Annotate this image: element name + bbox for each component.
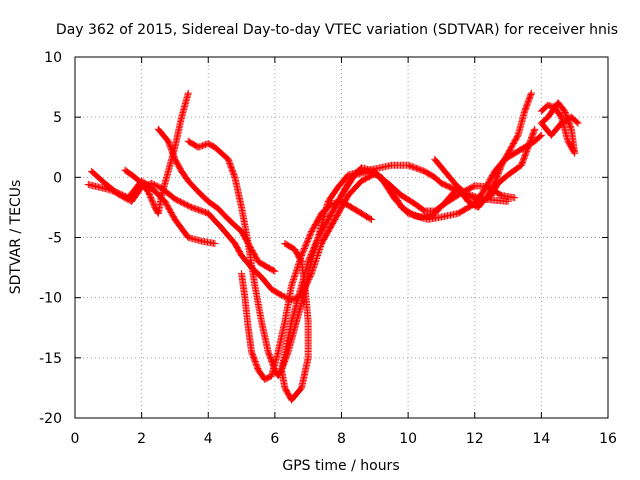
x-tick-label: 2 <box>137 431 146 447</box>
data-points <box>84 89 582 404</box>
data-point-markers <box>184 137 512 380</box>
series-track-5 <box>184 137 512 380</box>
y-tick-label: 5 <box>53 110 62 126</box>
x-tick-label: 16 <box>599 431 617 447</box>
chart-title: Day 362 of 2015, Sidereal Day-to-day VTE… <box>56 22 618 38</box>
series-track-9 <box>431 89 535 211</box>
x-axis-label: GPS time / hours <box>282 458 399 474</box>
data-point-markers <box>431 89 535 211</box>
x-tick-label: 14 <box>532 431 550 447</box>
x-tick-label: 8 <box>337 431 346 447</box>
series-track-10 <box>537 99 582 157</box>
y-tick-label: -20 <box>39 411 62 427</box>
y-tick-label: -15 <box>39 351 62 367</box>
data-point-markers <box>537 99 582 157</box>
y-axis-label: SDTVAR / TECUs <box>8 180 24 295</box>
x-tick-label: 0 <box>71 431 80 447</box>
x-tick-label: 6 <box>270 431 279 447</box>
y-tick-label: -5 <box>48 231 62 247</box>
series-track-8 <box>338 131 545 223</box>
x-tick-label: 10 <box>399 431 417 447</box>
data-point-markers <box>338 131 545 223</box>
x-tick-label: 12 <box>466 431 484 447</box>
x-tick-label: 4 <box>204 431 213 447</box>
y-tick-label: 10 <box>44 50 62 66</box>
axis-ticks: 0 2 4 6 8 10 12 14 16 10 5 0 -5 -10 -15 -20 <box>39 50 617 447</box>
grid <box>75 57 608 418</box>
y-tick-label: 0 <box>53 170 62 186</box>
y-tick-label: -10 <box>39 291 62 307</box>
